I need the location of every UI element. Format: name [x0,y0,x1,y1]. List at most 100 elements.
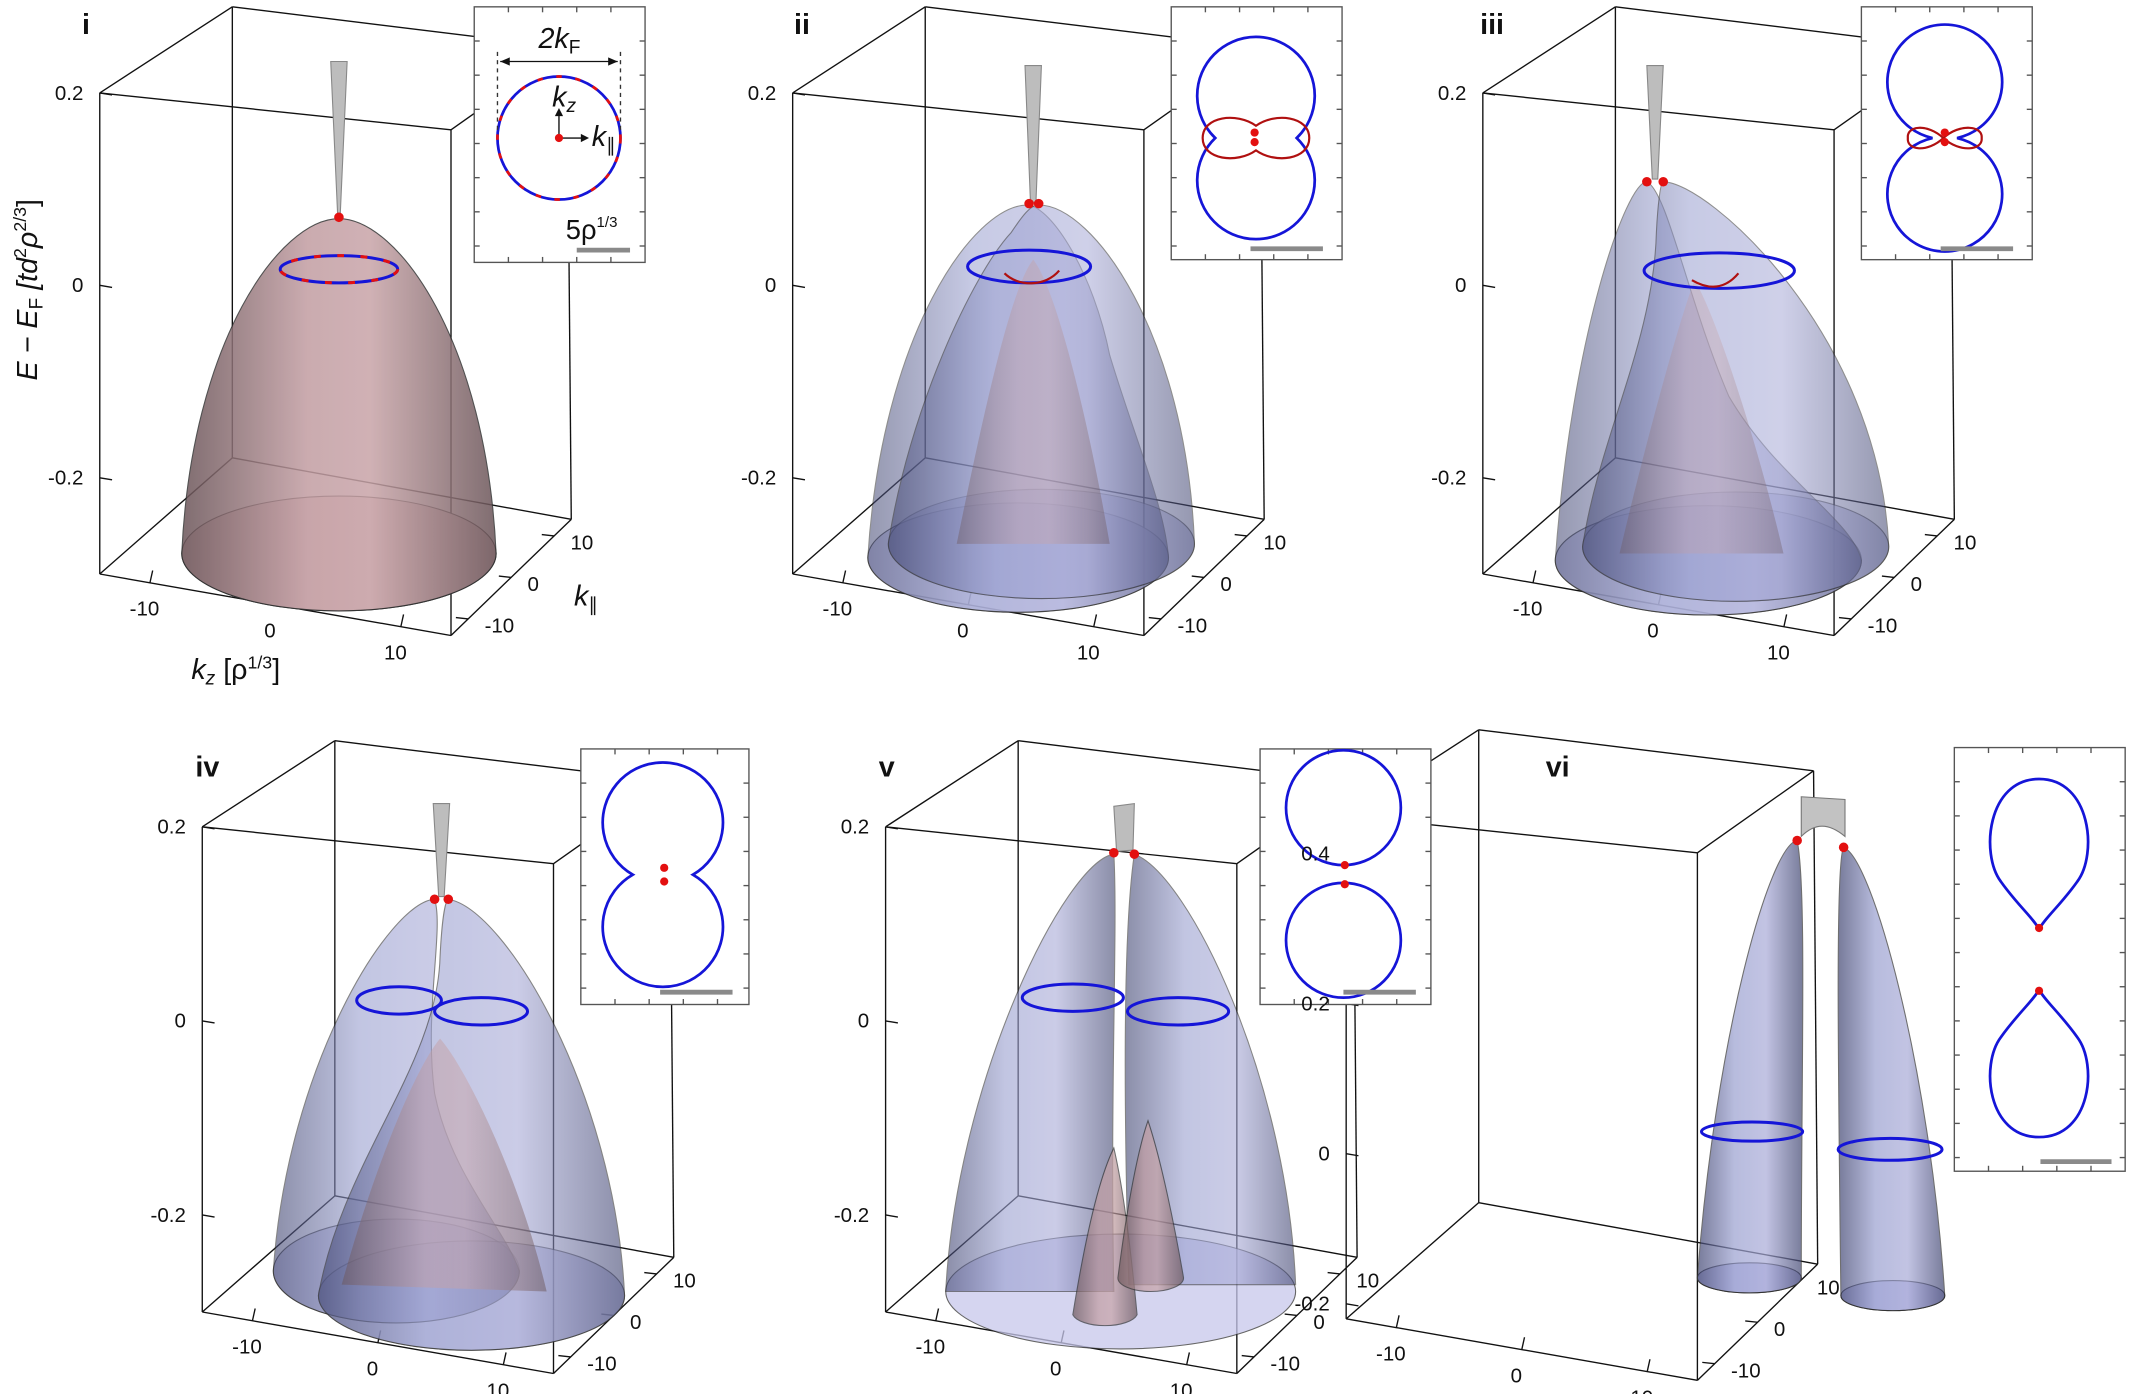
shape [1886,23,2004,253]
shape [1696,839,1804,1294]
z-tick [885,1020,899,1024]
z-tick-label: 0.2 [841,816,870,839]
z-tick-label: 0.2 [1438,82,1467,105]
y-tick-label: 10 [1817,1276,1840,1299]
y-tick-label: 10 [1954,532,1977,555]
z-tick [1346,1153,1359,1157]
z-tick-label: 0 [72,274,83,297]
panel-label: i [82,9,90,41]
y-tick-label: -10 [1270,1353,1300,1376]
z-tick-label: 0 [1318,1143,1329,1166]
y-tick-label: 0 [1220,573,1231,596]
y-tick-label: 10 [570,532,593,555]
z-tick [885,826,899,830]
x-tick-label: -10 [823,598,853,621]
panel-label: ii [794,9,810,41]
y-tick-label: -10 [587,1353,617,1376]
y-tick [1702,1361,1715,1365]
shape [1699,1120,1805,1143]
z-tick-label: -0.2 [741,467,776,490]
box-edge [792,92,1144,131]
shape [1113,802,1135,853]
surface-v [945,802,1297,1350]
x-tick-label: -10 [915,1336,945,1359]
panel-label: iv [195,751,219,783]
shape [1836,1136,1944,1162]
x-tick-label: 10 [384,642,407,665]
x-tick [1783,614,1788,627]
shape [1646,65,1664,180]
shape [334,212,344,223]
z-tick [792,92,806,96]
surface-ii [867,65,1196,613]
box-edge [99,6,233,94]
x-tick-label: 0 [1647,620,1658,643]
y-tick [1284,1313,1298,1317]
z-axis-label: E − EF [td2ρ2/3] [10,199,47,381]
shape [554,133,564,143]
y-tick-label: 10 [1356,1270,1379,1293]
z-tick-label: -0.2 [1294,1293,1329,1316]
x-tick [1521,1337,1526,1350]
shape [1125,996,1231,1027]
x-axis-label: kz [ρ1/3] [191,652,280,689]
y-tick [541,533,555,537]
shape [1109,848,1119,858]
shape [1129,849,1140,859]
box-edge [885,740,1019,828]
x-tick [1185,1352,1191,1365]
y-tick [455,616,469,620]
shape [432,803,451,898]
box-edge [1345,1202,1480,1320]
y-tick-label: 0 [1911,573,1922,596]
inset-width-label: 2kF [537,23,580,58]
z-tick-label: 0 [765,274,776,297]
shape [580,133,590,143]
shape [1691,272,1740,288]
shape [660,877,669,886]
x-tick [1646,1359,1651,1372]
z-tick-label: 0 [174,1010,185,1033]
shape [1940,128,1949,137]
z-tick [792,477,806,481]
shape [1024,65,1042,203]
z-tick [202,1214,215,1218]
inset-kpar-label: k∥ [592,121,616,156]
x-tick-label: 10 [1630,1386,1653,1394]
panel-labels: -0.2 0 0.2 -10 0 10 -10 0 10 i -0.2 0 0.2 -10 0 10 -10 0 1… [48,9,1976,1394]
shape [278,254,400,285]
shape [181,218,497,612]
shape [330,60,348,214]
x-tick [400,614,405,627]
box-edge [1478,729,1814,772]
y-tick [498,575,512,579]
x-tick-label: 10 [1077,642,1100,665]
y-tick-label: 0 [528,573,539,596]
shape [1250,138,1259,147]
panel-label: iii [1480,9,1504,41]
y-tick [1234,533,1248,537]
z-tick [1482,284,1496,289]
shape [2034,923,2044,933]
box-edge [885,826,1237,865]
x-tick-label: 0 [957,620,968,643]
shape [1201,116,1311,160]
surface-iii [1554,65,1890,616]
x-tick [149,570,154,583]
panel-label: vi [1546,751,1570,783]
shape [1837,846,1946,1312]
x-tick [1395,1315,1400,1328]
y-tick [1881,575,1895,579]
shape [2034,986,2044,995]
inset-contents: 2kF kz k∥ 5ρ1/3 [496,23,2112,1165]
z-tick [1482,477,1496,481]
z-tick [1346,1303,1359,1307]
z-tick [202,1020,215,1024]
x-tick-label: 10 [1170,1380,1193,1394]
shape [1033,198,1044,209]
z-tick-label: 0.4 [1301,842,1330,865]
shape [1259,748,1432,1006]
shape [1340,880,1349,889]
shape [1953,746,2126,1172]
x-tick-label: -10 [1376,1342,1406,1365]
